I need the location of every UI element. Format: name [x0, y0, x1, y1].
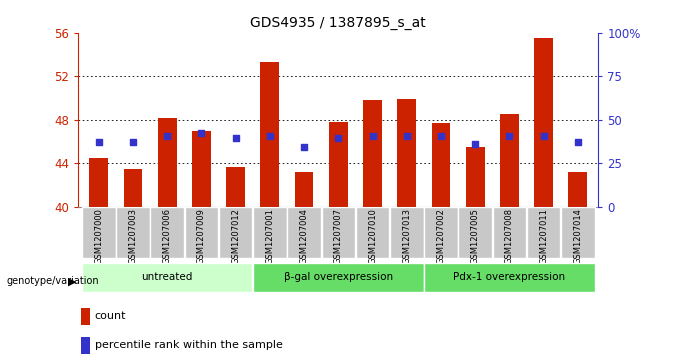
Text: GSM1207004: GSM1207004: [300, 208, 309, 264]
Text: ▶: ▶: [67, 276, 76, 286]
Bar: [432, 123, 450, 207]
Point: [162, 133, 173, 139]
Text: percentile rank within the sample: percentile rank within the sample: [95, 340, 283, 350]
Text: GSM1207006: GSM1207006: [163, 208, 171, 264]
Bar: [253, 207, 287, 258]
Bar: [226, 167, 245, 207]
Bar: [322, 207, 355, 258]
Bar: [185, 207, 218, 258]
Text: GSM1207002: GSM1207002: [437, 208, 445, 264]
Bar: [150, 207, 184, 258]
Bar: [89, 158, 108, 207]
Bar: [424, 207, 458, 258]
Text: GSM1207008: GSM1207008: [505, 208, 514, 264]
Bar: [561, 207, 594, 258]
Bar: [492, 207, 526, 258]
Text: GSM1207007: GSM1207007: [334, 208, 343, 264]
Text: GSM1207010: GSM1207010: [368, 208, 377, 264]
Bar: [81, 308, 90, 325]
Point: [231, 135, 241, 141]
Text: Pdx-1 overexpression: Pdx-1 overexpression: [454, 272, 566, 282]
Point: [299, 144, 309, 150]
Text: β-gal overexpression: β-gal overexpression: [284, 272, 393, 282]
Point: [333, 135, 343, 141]
Point: [573, 139, 583, 144]
Bar: [527, 207, 560, 258]
Text: GSM1207013: GSM1207013: [403, 208, 411, 264]
Bar: [82, 207, 116, 258]
Bar: [356, 207, 389, 258]
Bar: [534, 38, 553, 207]
Point: [435, 133, 446, 139]
Text: GSM1207003: GSM1207003: [129, 208, 137, 264]
Bar: [466, 147, 485, 207]
Bar: [81, 337, 90, 354]
Bar: [424, 263, 594, 293]
Bar: [124, 169, 142, 207]
Title: GDS4935 / 1387895_s_at: GDS4935 / 1387895_s_at: [250, 16, 426, 30]
Text: GSM1207001: GSM1207001: [265, 208, 274, 264]
Bar: [568, 172, 588, 207]
Bar: [253, 263, 424, 293]
Bar: [329, 122, 347, 207]
Text: genotype/variation: genotype/variation: [7, 276, 99, 286]
Text: GSM1207009: GSM1207009: [197, 208, 206, 264]
Text: GSM1207000: GSM1207000: [95, 208, 103, 264]
Bar: [158, 118, 177, 207]
Text: GSM1207012: GSM1207012: [231, 208, 240, 264]
Point: [93, 139, 104, 144]
Bar: [288, 207, 321, 258]
Point: [504, 133, 515, 139]
Bar: [192, 131, 211, 207]
Text: untreated: untreated: [141, 272, 193, 282]
Bar: [82, 263, 252, 293]
Bar: [458, 207, 492, 258]
Bar: [219, 207, 252, 258]
Text: GSM1207014: GSM1207014: [573, 208, 582, 264]
Bar: [397, 99, 416, 207]
Point: [196, 130, 207, 136]
Point: [265, 133, 275, 139]
Bar: [500, 114, 519, 207]
Point: [470, 141, 481, 147]
Text: GSM1207011: GSM1207011: [539, 208, 548, 264]
Bar: [116, 207, 150, 258]
Bar: [294, 172, 313, 207]
Point: [401, 133, 412, 139]
Bar: [260, 62, 279, 207]
Bar: [390, 207, 424, 258]
Point: [128, 139, 139, 144]
Point: [367, 133, 378, 139]
Text: count: count: [95, 311, 126, 321]
Text: GSM1207005: GSM1207005: [471, 208, 479, 264]
Bar: [363, 100, 382, 207]
Point: [538, 133, 549, 139]
